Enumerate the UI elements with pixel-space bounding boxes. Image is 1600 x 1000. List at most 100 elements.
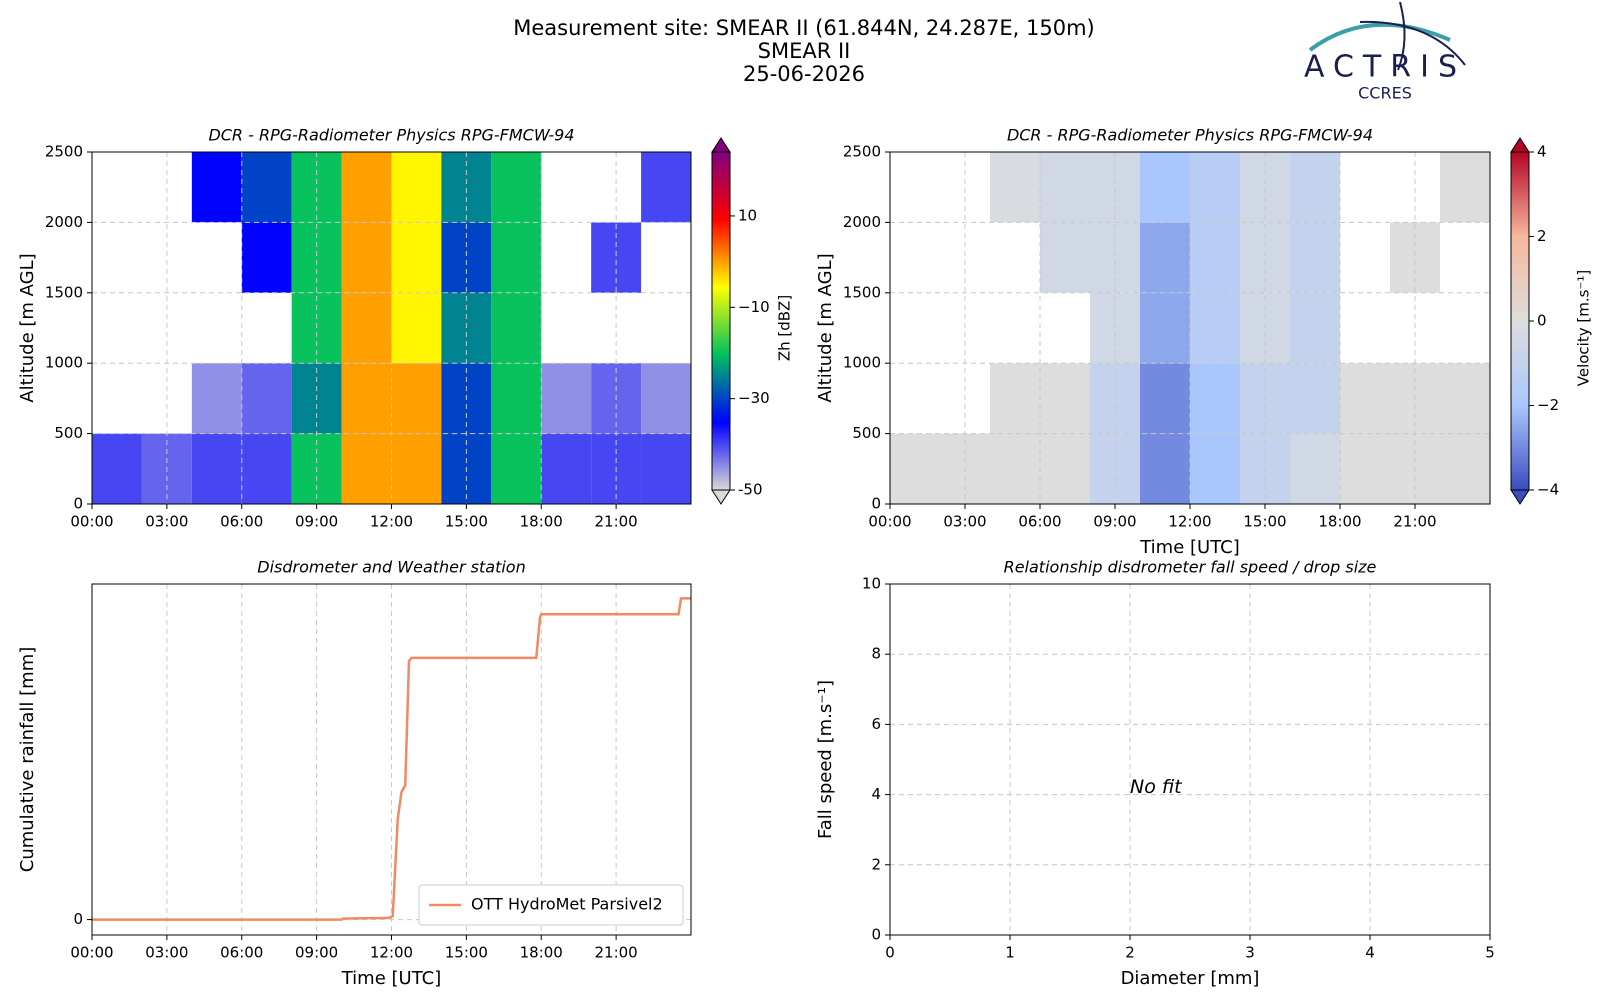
heatmap-cell [1290, 292, 1340, 364]
line [92, 597, 691, 921]
panel-title: DCR - RPG-Radiometer Physics RPG-FMCW-94 [208, 126, 574, 145]
panel: DCR - RPG-Radiometer Physics RPG-FMCW-94… [17, 126, 794, 531]
logo-sub: CCRES [1358, 84, 1412, 103]
heatmap-cell [990, 433, 1040, 504]
panel-title: DCR - RPG-Radiometer Physics RPG-FMCW-94 [1007, 126, 1373, 145]
heatmap-cell [641, 152, 691, 223]
heatmap-cell [491, 292, 542, 364]
x-tick-label: 5 [1485, 944, 1495, 962]
x-axis-label: Diameter [mm] [1121, 968, 1260, 989]
panel-title: Relationship disdrometer fall speed / dr… [1004, 558, 1377, 577]
heatmap-cell [541, 363, 592, 434]
heatmap-cell [1190, 152, 1240, 223]
colorbar-tick-label: −4 [1537, 481, 1559, 499]
heatmap-cell [641, 433, 691, 504]
x-tick-label: 09:00 [1093, 513, 1136, 531]
colorbar [711, 151, 731, 491]
x-tick-label: 06:00 [220, 513, 263, 531]
heatmap-cell [191, 433, 242, 504]
x-tick-label: 4 [1365, 944, 1375, 962]
y-tick-label: 0 [871, 495, 881, 513]
x-tick-label: 18:00 [520, 944, 563, 962]
heatmap-cell [1340, 433, 1390, 504]
heatmap-cell [491, 222, 542, 293]
y-tick-label: 0 [73, 910, 83, 928]
x-tick-label: 3 [1245, 944, 1255, 962]
x-tick-label: 21:00 [1393, 513, 1436, 531]
panel-title: Disdrometer and Weather station [257, 558, 525, 577]
x-tick-label: 00:00 [70, 513, 113, 531]
heatmap-cell [491, 363, 542, 434]
heatmap-cell [1140, 292, 1190, 364]
x-tick-label: 1 [1005, 944, 1015, 962]
date: 25-06-2026 [743, 62, 865, 86]
y-tick-label: 1500 [843, 283, 881, 301]
heatmap-cell [491, 433, 542, 504]
y-tick-label: 0 [73, 495, 83, 513]
y-axis-label: Altitude [m AGL] [17, 253, 38, 402]
colorbar-tick-label: 2 [1537, 227, 1547, 245]
colorbar-tick-label: 10 [738, 206, 757, 224]
heatmap-cell [341, 433, 392, 504]
x-tick-label: 12:00 [1168, 513, 1211, 531]
y-tick-label: 6 [871, 715, 881, 733]
x-tick-label: 12:00 [370, 944, 413, 962]
colorbar-tick-label: -50 [738, 481, 763, 499]
plot-frame [91, 151, 692, 505]
x-tick-label: 06:00 [1018, 513, 1061, 531]
heatmap-cell [391, 152, 442, 223]
x-tick-label: 15:00 [445, 944, 488, 962]
heatmap-cell [241, 433, 292, 504]
colorbar [1510, 151, 1530, 491]
colorbar-label: Zh [dBZ] [776, 295, 794, 361]
heatmap-cell [1190, 222, 1240, 293]
legend-label: OTT HydroMet Parsivel2 [471, 895, 663, 914]
heatmap-cell [1140, 363, 1190, 434]
heatmap-cell [491, 152, 542, 223]
heatmap-cell [1140, 433, 1190, 504]
y-tick-label: 10 [862, 575, 881, 593]
x-tick-label: 12:00 [370, 513, 413, 531]
plot-frame [889, 151, 1491, 505]
heatmap-cell [241, 152, 292, 223]
heatmap-cell [341, 363, 392, 434]
y-axis-label: Altitude [m AGL] [815, 253, 836, 402]
y-tick-label: 500 [852, 424, 881, 442]
logo-arc [1359, 20, 1466, 66]
x-tick-label: 21:00 [595, 944, 638, 962]
heatmap-cell [1040, 363, 1090, 434]
heatmap-cell [1290, 152, 1340, 223]
y-tick-label: 2000 [45, 213, 83, 231]
site-name: SMEAR II [758, 39, 851, 63]
heatmap-cell [1290, 222, 1340, 293]
heatmap-cell [990, 363, 1040, 434]
x-tick-label: 06:00 [220, 944, 263, 962]
colorbar-tick-label: −10 [738, 298, 770, 316]
heatmap-cell [541, 433, 592, 504]
x-tick-label: 18:00 [1318, 513, 1361, 531]
y-tick-label: 1000 [45, 354, 83, 372]
logo-name: ACTRIS [1304, 50, 1466, 85]
x-tick-label: 21:00 [595, 513, 638, 531]
panel: Disdrometer and Weather station Cumulativ… [17, 558, 692, 989]
x-tick-label: 03:00 [943, 513, 986, 531]
heatmap-cell [990, 152, 1040, 223]
heatmap-cell [92, 433, 142, 504]
legend-box [418, 884, 684, 926]
logo-arc [1308, 22, 1451, 52]
colorbar-tick-label: 0 [1537, 312, 1547, 330]
colorbar-tick-label: −30 [738, 389, 770, 407]
heatmap-cell [1040, 222, 1090, 293]
y-tick-label: 0 [871, 926, 881, 944]
colorbar-label: Velocity [m.s⁻¹] [1575, 270, 1593, 386]
logo: ACTRIS CCRES [1304, 1, 1466, 103]
x-axis-label: Time [UTC] [1139, 537, 1240, 558]
heatmap-cell [1440, 433, 1490, 504]
heatmap-cell [341, 152, 392, 223]
heatmap-cell [1190, 292, 1240, 364]
colorbar-extend [711, 489, 731, 505]
heatmap-cell [1140, 222, 1190, 293]
x-tick-label: 0 [885, 944, 895, 962]
panel: DCR - RPG-Radiometer Physics RPG-FMCW-94… [815, 126, 1593, 559]
